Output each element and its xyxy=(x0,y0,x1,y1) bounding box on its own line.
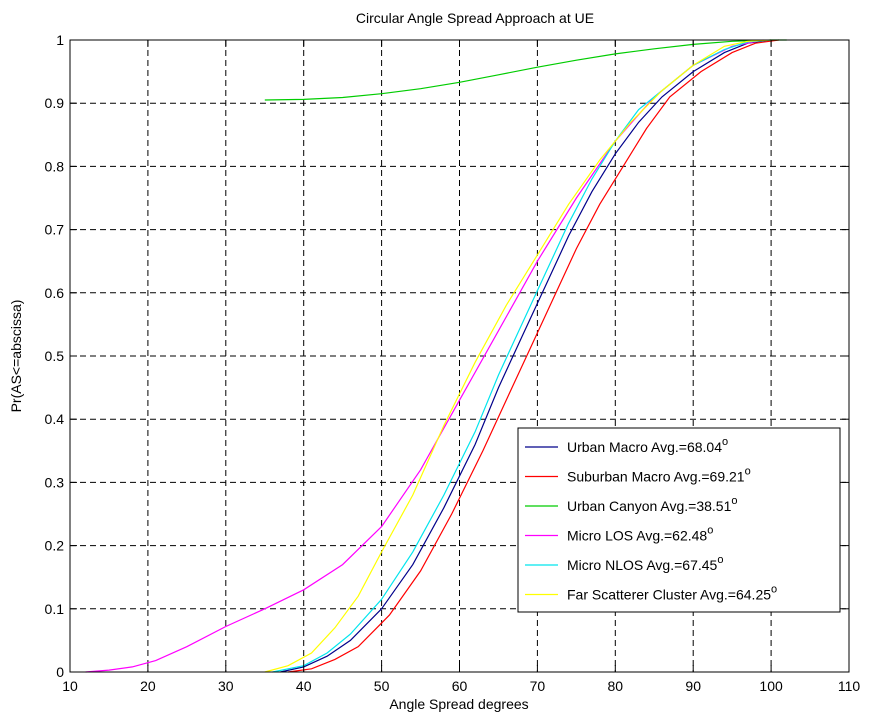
y-axis-label: Pr(AS<=abscissa) xyxy=(8,300,24,413)
legend-entry: Urban Macro Avg.=68.04o xyxy=(567,436,728,455)
y-tick-label: 0.3 xyxy=(45,474,65,490)
series-line xyxy=(288,39,779,673)
legend-entry: Suburban Macro Avg.=69.21o xyxy=(567,466,751,485)
legend-entry-label: Micro LOS Avg.=62.48 xyxy=(567,528,707,544)
grid-layer xyxy=(70,40,849,672)
x-tick-label: 60 xyxy=(452,678,468,694)
legend-entry: Urban Canyon Avg.=38.51o xyxy=(567,495,738,514)
x-tick-label: 80 xyxy=(608,678,624,694)
x-axis-label: Angle Spread degrees xyxy=(389,696,528,712)
x-tick-label: 50 xyxy=(374,678,390,694)
legend-entry: Micro NLOS Avg.=67.45o xyxy=(567,554,723,573)
series-line xyxy=(264,39,772,673)
legend-entry-superscript: o xyxy=(707,525,713,537)
y-tick-label: 0.2 xyxy=(45,538,65,554)
legend-entry-superscript: o xyxy=(722,436,728,448)
y-tick-label: 0.5 xyxy=(45,348,65,364)
y-tick-label: 0.9 xyxy=(45,95,65,111)
legend-entry-label: Urban Canyon Avg.=38.51 xyxy=(567,498,732,514)
legend-entry-label: Urban Macro Avg.=68.04 xyxy=(567,439,722,455)
legend-entry: Far Scatterer Cluster Avg.=64.25o xyxy=(567,584,777,603)
x-tick-label: 10 xyxy=(62,678,78,694)
y-tick-label: 0 xyxy=(56,664,64,680)
x-tick-label: 90 xyxy=(685,678,701,694)
legend-entry: Micro LOS Avg.=62.48o xyxy=(567,525,713,544)
legend-entry-superscript: o xyxy=(717,554,723,566)
y-tick-label: 0.4 xyxy=(45,411,65,427)
x-tick-label: 100 xyxy=(759,678,783,694)
y-tick-label: 0.1 xyxy=(45,601,65,617)
legend-entry-superscript: o xyxy=(745,466,751,478)
x-tick-label: 20 xyxy=(140,678,156,694)
series-line xyxy=(264,39,787,101)
legend-entry-superscript: o xyxy=(731,495,737,507)
legend-box xyxy=(517,427,841,613)
y-tick-label: 0.8 xyxy=(45,158,65,174)
x-tick-label: 70 xyxy=(530,678,546,694)
x-tick-label: 40 xyxy=(296,678,312,694)
legend-entry-label: Micro NLOS Avg.=67.45 xyxy=(567,557,718,573)
y-tick-label: 1 xyxy=(56,32,64,48)
y-tick-label: 0.7 xyxy=(45,222,65,238)
x-tick-label: 30 xyxy=(218,678,234,694)
series-line xyxy=(280,39,772,673)
series-layer xyxy=(85,39,787,673)
legend-entry-label: Suburban Macro Avg.=69.21 xyxy=(567,469,745,485)
tick-layer: 10 20 30 40 50 60 70 80 90 100 110 0 0.1 0.2 0.3 0.4 0.5… xyxy=(45,32,861,694)
x-tick-label: 110 xyxy=(838,678,861,694)
chart-title: Circular Angle Spread Approach at UE xyxy=(356,10,594,26)
legend-entry-label: Far Scatterer Cluster Avg.=64.25 xyxy=(567,587,771,603)
legend-entry-superscript: o xyxy=(771,584,777,596)
y-tick-label: 0.6 xyxy=(45,285,65,301)
